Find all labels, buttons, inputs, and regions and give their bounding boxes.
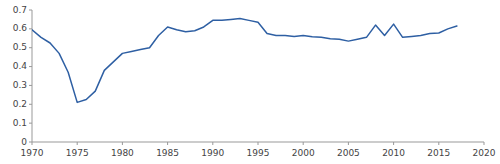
x-tick (212, 142, 213, 145)
x-tick (348, 142, 349, 145)
plot-area (32, 18, 457, 102)
y-tick (29, 10, 32, 11)
x-tick-label: 1970 (21, 148, 44, 158)
x-tick-label: 1995 (247, 148, 270, 158)
y-tick (29, 47, 32, 48)
x-tick-label: 2020 (473, 148, 496, 158)
x-tick (438, 142, 439, 145)
x-tick (393, 142, 394, 145)
y-tick (29, 66, 32, 67)
y-tick-label: 0.6 (13, 23, 28, 33)
x-tick (484, 142, 485, 145)
y-tick-label: 0.1 (13, 118, 27, 128)
x-tick-label: 2005 (337, 148, 360, 158)
y-tick (29, 28, 32, 29)
x-tick-label: 1985 (156, 148, 179, 158)
y-tick-label: 0.5 (13, 42, 27, 52)
chart-container: 0 0.1 0.2 0.3 0.4 0.5 0.6 0.7 1970 1975 1980 1985 19… (0, 0, 500, 164)
x-tick (258, 142, 259, 145)
x-tick-label: 2000 (292, 148, 315, 158)
x-tick-label: 2015 (427, 148, 450, 158)
y-tick-label: 0.7 (13, 5, 27, 15)
x-tick (77, 142, 78, 145)
x-tick (303, 142, 304, 145)
x-tick-label: 1990 (201, 148, 224, 158)
y-tick (29, 85, 32, 86)
y-tick (29, 123, 32, 124)
y-tick-label: 0.4 (13, 61, 28, 71)
y-tick (29, 104, 32, 105)
chart: 0 0.1 0.2 0.3 0.4 0.5 0.6 0.7 1970 1975 1980 1985 19… (0, 0, 500, 164)
line (32, 18, 457, 102)
x-tick (32, 142, 33, 145)
y-tick-label: 0.2 (13, 99, 27, 109)
x-tick (167, 142, 168, 145)
x-tick (122, 142, 123, 145)
y-tick-label: 0 (21, 137, 27, 147)
x-tick-label: 2010 (382, 148, 405, 158)
x-tick-label: 1975 (66, 148, 89, 158)
x-tick-label: 1980 (111, 148, 134, 158)
y-tick-label: 0.3 (13, 80, 27, 90)
axes: 0 0.1 0.2 0.3 0.4 0.5 0.6 0.7 1970 1975 1980 1985 19… (13, 5, 496, 159)
